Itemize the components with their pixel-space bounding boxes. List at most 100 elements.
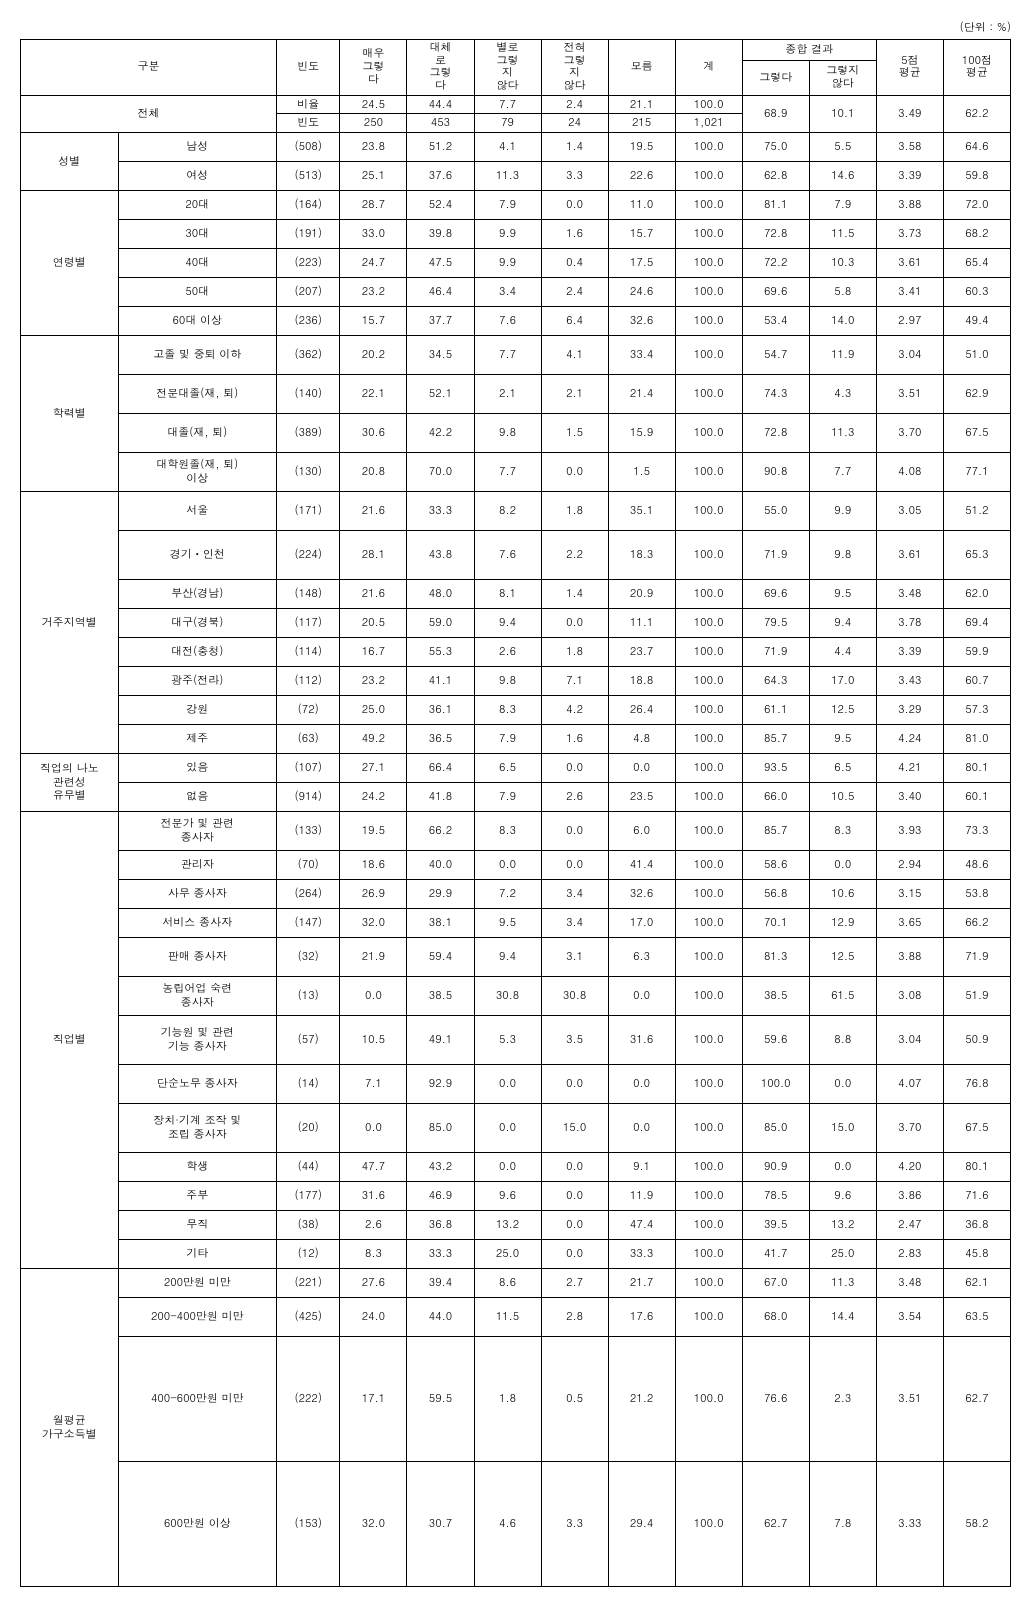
cell: 19.5: [340, 812, 407, 851]
cell: 11.0: [608, 191, 675, 220]
cell: 7.9: [474, 191, 541, 220]
cell: 10.5: [809, 783, 876, 812]
cell: 39.4: [407, 1269, 474, 1298]
cell: 13.2: [809, 1211, 876, 1240]
cell: 7.1: [340, 1065, 407, 1104]
cell: 100.0: [675, 492, 742, 531]
cell: 25.0: [340, 696, 407, 725]
cell: 71.9: [742, 638, 809, 667]
cell: 0.0: [809, 851, 876, 880]
cell: (38): [277, 1211, 340, 1240]
cell: 2.6: [340, 1211, 407, 1240]
cell: 250: [340, 114, 407, 133]
cell: 9.5: [809, 580, 876, 609]
cell: 3.73: [876, 220, 943, 249]
cell: 43.2: [407, 1153, 474, 1182]
cell: 23.2: [340, 667, 407, 696]
cell: 46.4: [407, 278, 474, 307]
cell: 5.3: [474, 1016, 541, 1065]
cell: 10.1: [809, 95, 876, 133]
cell: 15.0: [541, 1104, 608, 1153]
cell: 11.5: [474, 1298, 541, 1337]
cell: 85.7: [742, 725, 809, 754]
cell: (508): [277, 133, 340, 162]
cell: 100.0: [675, 580, 742, 609]
cell: 81.0: [943, 725, 1010, 754]
cell: 100.0: [675, 1269, 742, 1298]
cell: 5.5: [809, 133, 876, 162]
cell: 31.6: [608, 1016, 675, 1065]
cell: 62.7: [742, 1462, 809, 1587]
cell: 68.2: [943, 220, 1010, 249]
cell: 21.1: [608, 95, 675, 114]
cell: 14.6: [809, 162, 876, 191]
cell: 100.0: [675, 162, 742, 191]
cell: 51.9: [943, 977, 1010, 1016]
cell: 63.5: [943, 1298, 1010, 1337]
cell: 2.94: [876, 851, 943, 880]
cell: 3.5: [541, 1016, 608, 1065]
cell: 100.0: [675, 1016, 742, 1065]
cell: 76.8: [943, 1065, 1010, 1104]
cell: 59.9: [943, 638, 1010, 667]
cell: 7.1: [541, 667, 608, 696]
cell: 0.0: [541, 1211, 608, 1240]
cell: 9.8: [809, 531, 876, 580]
cell: 72.0: [943, 191, 1010, 220]
cell: 6.3: [608, 938, 675, 977]
cell: (114): [277, 638, 340, 667]
cell: 90.9: [742, 1153, 809, 1182]
cell: (70): [277, 851, 340, 880]
cell: 100.0: [675, 783, 742, 812]
cell: 9.9: [809, 492, 876, 531]
cell: 3.88: [876, 191, 943, 220]
cell: 4.20: [876, 1153, 943, 1182]
cell: 3.41: [876, 278, 943, 307]
cell: 30.7: [407, 1462, 474, 1587]
cell: 28.7: [340, 191, 407, 220]
cell: 100.0: [675, 880, 742, 909]
cell: 2.1: [541, 375, 608, 414]
row-label: 판매 종사자: [118, 938, 276, 977]
cell: 58.2: [943, 1462, 1010, 1587]
row-label: 400-600만원 미만: [118, 1337, 276, 1462]
overall-label: 전체: [21, 95, 277, 133]
cell: 4.07: [876, 1065, 943, 1104]
cell: 58.6: [742, 851, 809, 880]
hdr-bindo: 빈도: [277, 40, 340, 96]
cell: 11.5: [809, 220, 876, 249]
cell: 15.7: [340, 307, 407, 336]
cell: 4.6: [474, 1462, 541, 1587]
row-label: 경기ㆍ인천: [118, 531, 276, 580]
cell: 60.7: [943, 667, 1010, 696]
cell: 0.0: [340, 1104, 407, 1153]
cell: 60.1: [943, 783, 1010, 812]
row-label: 사무 종사자: [118, 880, 276, 909]
cell: 9.4: [474, 938, 541, 977]
cell: 6.4: [541, 307, 608, 336]
cell: 55.3: [407, 638, 474, 667]
cell: 100.0: [675, 414, 742, 453]
cell: 52.4: [407, 191, 474, 220]
cell: (191): [277, 220, 340, 249]
cell: 100.0: [675, 1153, 742, 1182]
group-label: 직업의 나노관련성유무별: [21, 754, 119, 812]
cell: 71.9: [943, 938, 1010, 977]
cell: 67.0: [742, 1269, 809, 1298]
cell: 33.4: [608, 336, 675, 375]
cell: 23.8: [340, 133, 407, 162]
cell: 74.3: [742, 375, 809, 414]
cell: (63): [277, 725, 340, 754]
cell: 9.8: [474, 414, 541, 453]
cell: 0.0: [608, 977, 675, 1016]
cell: 21.2: [608, 1337, 675, 1462]
cell: 67.5: [943, 414, 1010, 453]
row-label: 기타: [118, 1240, 276, 1269]
cell: 8.6: [474, 1269, 541, 1298]
cell: 21.6: [340, 580, 407, 609]
cell: (148): [277, 580, 340, 609]
cell: 36.1: [407, 696, 474, 725]
cell: 41.1: [407, 667, 474, 696]
row-label: 40대: [118, 249, 276, 278]
cell: (72): [277, 696, 340, 725]
